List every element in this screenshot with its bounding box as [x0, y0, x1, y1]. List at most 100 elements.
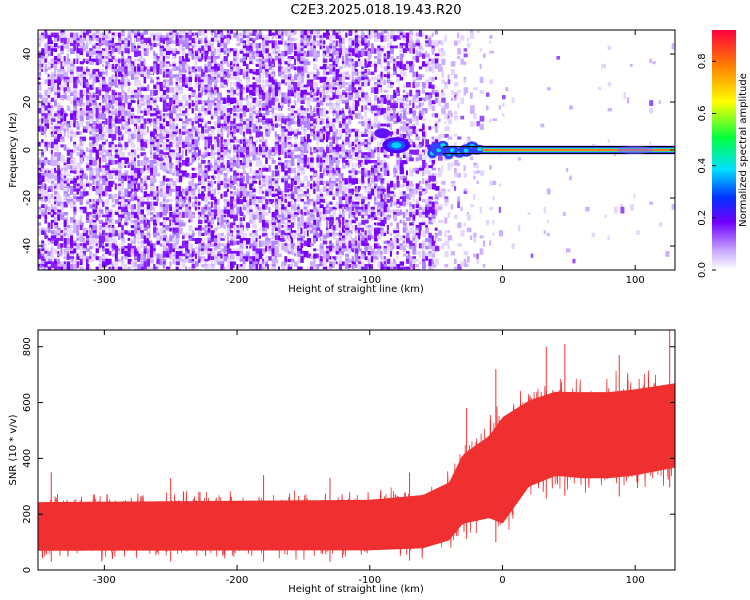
heat-cell — [60, 204, 65, 210]
heat-cell — [60, 35, 65, 39]
heat-cell — [162, 113, 166, 117]
heat-cell — [60, 56, 63, 59]
heat-cell — [79, 199, 83, 206]
heat-cell — [47, 100, 53, 106]
heat-cell — [57, 235, 62, 239]
heat-cell — [262, 266, 265, 270]
heat-cell — [38, 123, 43, 128]
heat-cell — [271, 219, 276, 224]
heat-cell — [265, 35, 270, 42]
heat-cell — [329, 206, 333, 212]
heat-cell — [188, 201, 191, 208]
heat-cell — [60, 235, 64, 242]
heat-cell — [252, 71, 257, 75]
heat-cell — [127, 152, 131, 156]
heat-cell — [127, 165, 130, 168]
heat-cell — [223, 105, 227, 111]
heat-cell — [92, 58, 97, 62]
heat-cell — [169, 261, 172, 268]
heat-cell — [73, 243, 77, 248]
heat-cell — [185, 63, 190, 68]
heat-cell — [223, 183, 228, 189]
heat-cell — [124, 110, 130, 116]
heat-cell — [38, 118, 41, 123]
heat-cell — [268, 56, 273, 61]
heat-cell — [255, 79, 259, 83]
heat-cell — [102, 178, 107, 183]
heat-cell — [239, 165, 244, 170]
heat-cell — [166, 225, 170, 231]
heat-cell — [335, 40, 338, 47]
heat-cell — [239, 217, 243, 222]
heat-cell — [252, 58, 255, 62]
heat-cell — [258, 196, 262, 201]
heat-cell — [297, 173, 300, 178]
heat-cell — [178, 222, 182, 227]
heat-cell — [338, 154, 342, 159]
heat-cell — [137, 43, 140, 46]
heat-cell — [223, 71, 228, 77]
heat-cell — [281, 50, 286, 57]
heat-cell — [297, 147, 302, 151]
heat-cell — [169, 183, 172, 187]
heat-cell — [210, 243, 216, 248]
heat-cell — [278, 266, 280, 270]
heat-cell — [271, 69, 276, 75]
heat-cell — [249, 264, 254, 270]
heat-cell — [73, 100, 78, 103]
heat-cell — [214, 82, 218, 87]
heat-cell — [98, 89, 102, 96]
heat-cell — [201, 100, 206, 103]
heat-cell — [249, 139, 253, 146]
heat-cell — [262, 126, 266, 130]
heat-cell — [47, 141, 51, 147]
heat-cell — [111, 180, 115, 185]
heat-cell — [252, 40, 255, 46]
heat-cell — [153, 56, 157, 60]
heat-cell — [114, 261, 118, 266]
heat-cell — [329, 58, 333, 62]
heat-cell — [316, 183, 320, 187]
heat-cell — [198, 134, 203, 139]
heat-cell — [66, 87, 71, 93]
heat-cell — [294, 50, 298, 57]
heat-cell — [281, 219, 285, 224]
heat-cell — [230, 157, 235, 163]
heat-cell — [124, 245, 129, 249]
heat-cell — [326, 79, 330, 84]
heat-cell — [322, 217, 328, 221]
heat-cell — [95, 243, 98, 247]
heat-cell — [127, 79, 130, 84]
heat-cell — [252, 193, 257, 199]
heat-cell — [111, 32, 117, 38]
heat-cell — [159, 97, 163, 102]
heat-cell — [73, 66, 76, 70]
heat-cell — [134, 219, 138, 224]
heat-cell — [92, 175, 97, 179]
heat-cell — [246, 123, 250, 128]
heat-cell — [178, 108, 182, 112]
heat-cell — [281, 69, 286, 73]
heat-cell — [201, 69, 204, 74]
heat-cell — [166, 92, 169, 95]
heat-cell — [57, 183, 62, 191]
heat-cell — [246, 40, 251, 47]
heat-cell — [143, 175, 148, 182]
heat-cell — [278, 139, 282, 142]
heat-cell — [82, 152, 86, 155]
heat-cell — [319, 248, 325, 255]
heat-cell — [281, 32, 284, 36]
heat-cell — [204, 100, 208, 105]
heat-cell — [233, 50, 237, 58]
heat-cell — [54, 79, 58, 83]
heat-cell — [166, 245, 169, 249]
heat-cell — [166, 204, 170, 207]
heat-cell — [306, 48, 311, 53]
heat-cell — [79, 40, 85, 44]
heat-cell — [342, 147, 345, 153]
heat-cell — [255, 248, 260, 255]
heat-cell — [198, 79, 202, 83]
heat-cell — [150, 183, 155, 189]
heat-cell — [207, 209, 213, 213]
heat-cell — [130, 30, 136, 34]
